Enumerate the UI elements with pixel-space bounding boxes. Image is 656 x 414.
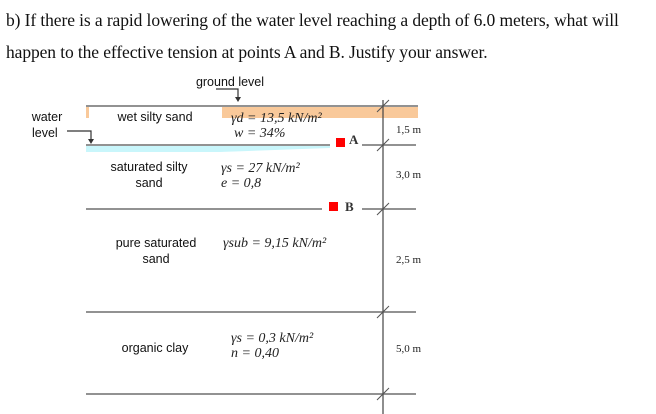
question-line-1: b) If there is a rapid lowering of the w…	[6, 10, 619, 30]
point-b-marker	[329, 202, 338, 211]
layer-props-saturated-silty-sand: γs = 27 kN/m² e = 0,8	[221, 161, 300, 191]
point-a-marker	[336, 138, 345, 147]
dimension-tick	[376, 99, 390, 113]
dimension-tick	[376, 138, 390, 152]
ground-level-arrow-icon	[216, 88, 239, 98]
thickness-layer-4: 5,0 m	[396, 343, 422, 355]
thickness-layer-1: 1,5 m	[396, 124, 422, 136]
question-line-2: happen to the effective tension at point…	[6, 42, 488, 62]
layer-name-organic-clay: organic clay	[121, 341, 189, 355]
layer-name-pure-saturated-sand: pure saturated sand	[115, 236, 197, 266]
question-text: b) If there is a rapid lowering of the w…	[6, 4, 656, 68]
layer-props-organic-clay: γs = 0,3 kN/m² n = 0,40	[231, 331, 314, 361]
point-b-label: B	[345, 199, 354, 214]
layer-name-wet-silty-sand: wet silty sand	[117, 110, 193, 124]
thickness-layer-3: 2,5 m	[396, 254, 422, 266]
topsoil-band	[222, 107, 418, 118]
dimension-tick	[376, 305, 390, 319]
dimension-tick	[376, 387, 390, 401]
dimension-tick	[376, 202, 390, 216]
water-level-label: water level	[31, 110, 63, 140]
layer-name-saturated-silty-sand: saturated silty sand	[110, 160, 188, 190]
water-level-arrow-icon	[67, 130, 92, 140]
ground-level-label: ground level	[195, 75, 265, 89]
layer-props-wet-silty-sand: γd = 13,5 kN/m² w = 34%	[231, 111, 322, 141]
layer-props-pure-saturated-sand: γsub = 9,15 kN/m²	[223, 236, 327, 251]
point-a-label: A	[349, 132, 359, 147]
thickness-layer-2: 3,0 m	[396, 169, 422, 181]
water-band	[86, 146, 330, 152]
